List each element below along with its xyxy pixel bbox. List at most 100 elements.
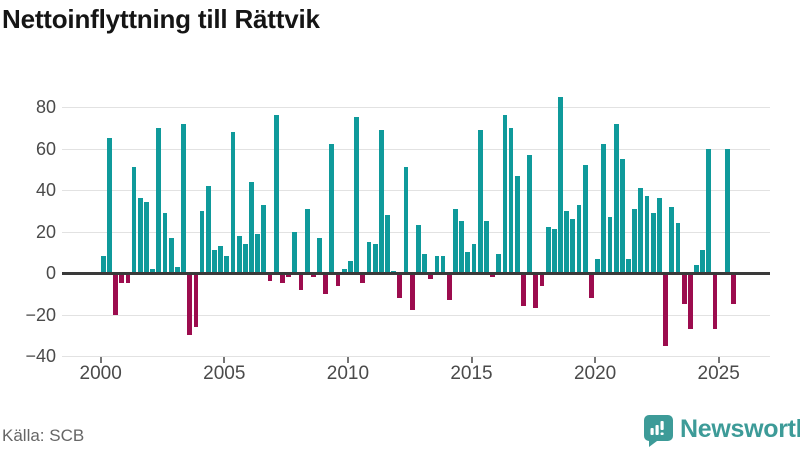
y-axis-tick-label: 40: [35, 180, 56, 200]
zero-axis-line: [62, 271, 770, 275]
bar-2011-q2: [378, 129, 384, 273]
bar-2000-q3: [113, 273, 118, 315]
bar-2023-q1: [669, 206, 675, 273]
x-axis-tick-label: 2025: [697, 363, 740, 384]
bar-2009-q3: [335, 273, 341, 286]
bar-2009-q1: [323, 273, 329, 294]
bar-2018-q3: [558, 96, 563, 273]
bar-2024-q4: [712, 273, 718, 329]
bar-2006-q3: [261, 204, 267, 273]
bar-2013-q2: [428, 273, 434, 280]
bar-2012-q1: [397, 273, 403, 298]
bar-2013-q1: [422, 254, 427, 273]
bar-2018-q2: [551, 229, 557, 273]
bar-2011-q3: [385, 214, 390, 273]
x-axis-tick-label: 2005: [203, 363, 246, 384]
bar-2011-q1: [372, 243, 378, 273]
gridline: [62, 107, 770, 108]
bar-2012-q2: [403, 167, 409, 273]
bar-2023-q3: [681, 273, 687, 305]
gridline: [62, 356, 770, 357]
x-axis-tick-label: 2020: [573, 363, 617, 384]
y-axis-tick-label: 80: [35, 97, 56, 117]
bar-2015-q3: [483, 221, 489, 273]
bar-2019-q1: [570, 219, 576, 274]
bar-2023-q4: [687, 273, 693, 329]
bar-2021-q3: [632, 208, 638, 273]
bar-2014-q3: [459, 221, 465, 273]
bar-2008-q3: [310, 273, 316, 278]
bar-2010-q1: [348, 260, 353, 274]
x-axis-tick: [346, 357, 349, 363]
bar-2002-q2: [156, 127, 162, 274]
bar-2008-q4: [317, 237, 322, 273]
bar-2001-q3: [137, 198, 143, 273]
bar-2018-q1: [545, 227, 551, 273]
bar-2022-q3: [657, 198, 662, 273]
gridline: [62, 314, 770, 316]
bar-2006-q2: [255, 233, 261, 273]
bar-2002-q1: [150, 268, 156, 274]
bar-2015-q4: [490, 273, 495, 278]
bar-2023-q2: [675, 223, 681, 273]
bar-2007-q4: [292, 231, 298, 273]
bar-2007-q2: [280, 273, 285, 284]
bar-2003-q2: [181, 123, 186, 273]
gridline: [62, 190, 770, 191]
bar-2017-q3: [533, 273, 539, 309]
bar-2018-q4: [564, 210, 570, 274]
bar-2002-q3: [162, 212, 168, 273]
bar-2004-q3: [212, 250, 217, 273]
bar-2015-q1: [471, 243, 477, 273]
bar-2014-q4: [465, 252, 471, 274]
bar-2009-q2: [329, 144, 335, 273]
bar-2001-q2: [131, 167, 137, 273]
x-axis-tick-label: 2000: [79, 363, 122, 384]
bar-2022-q4: [663, 273, 668, 346]
bar-2005-q2: [230, 131, 236, 273]
bar-2019-q3: [582, 165, 588, 273]
bar-2025-q2: [724, 148, 730, 273]
bar-2000-q1: [100, 256, 106, 273]
bar-2015-q2: [477, 129, 483, 273]
bar-2002-q4: [168, 237, 174, 273]
bar-2003-q1: [174, 266, 180, 273]
bar-2007-q3: [286, 273, 291, 278]
bar-2008-q2: [304, 208, 310, 273]
bar-2014-q2: [453, 208, 458, 273]
bar-2014-q1: [446, 273, 452, 300]
bar-2021-q4: [638, 187, 644, 273]
bar-2025-q3: [731, 273, 736, 305]
bar-2000-q4: [119, 273, 125, 284]
bar-2024-q2: [700, 250, 706, 273]
bar-2024-q3: [706, 148, 712, 273]
bar-2000-q2: [106, 138, 112, 273]
y-axis-tick-label: 20: [35, 221, 56, 242]
y-axis-tick-label: 0: [45, 263, 56, 283]
bar-2021-q2: [626, 258, 631, 273]
bar-2001-q4: [144, 202, 149, 273]
gridline: [62, 148, 770, 150]
bar-2005-q4: [242, 243, 248, 273]
bar-2017-q4: [539, 273, 545, 286]
bar-2024-q1: [694, 264, 699, 273]
source-label: Källa: SCB: [2, 426, 85, 445]
bar-2013-q4: [440, 256, 446, 273]
bar-2004-q1: [199, 210, 205, 274]
newsworthy-logo[interactable]: Newsworthy: [644, 414, 800, 448]
bar-2020-q4: [613, 123, 619, 273]
bar-2007-q1: [273, 115, 279, 273]
x-axis-tick: [99, 357, 102, 363]
bar-2016-q4: [514, 175, 520, 273]
bar-2008-q1: [298, 273, 304, 290]
bar-2019-q4: [589, 273, 594, 298]
bar-2022-q1: [644, 196, 650, 273]
bar-2012-q3: [409, 273, 415, 311]
x-axis-tick-label: 2010: [326, 363, 370, 384]
bar-2005-q3: [236, 235, 242, 274]
bar-2010-q2: [354, 117, 359, 273]
bar-2016-q1: [496, 254, 502, 273]
bar-2006-q1: [249, 181, 254, 273]
bar-2022-q2: [650, 212, 656, 273]
bar-2003-q3: [187, 273, 193, 336]
